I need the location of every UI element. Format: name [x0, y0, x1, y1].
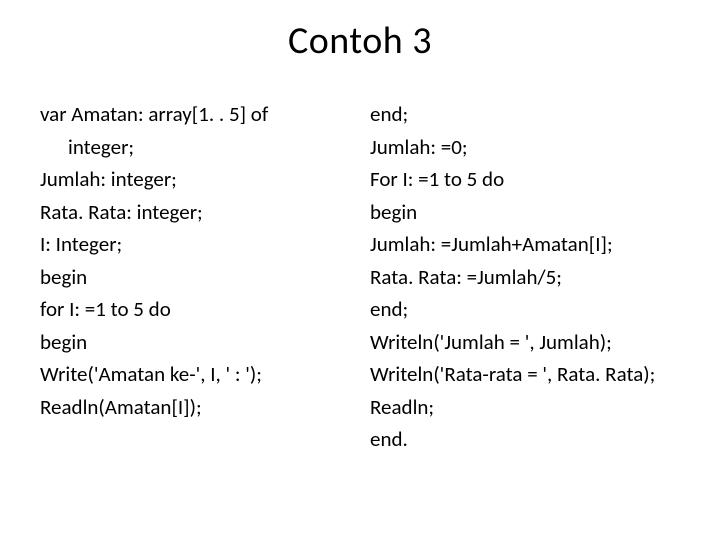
code-line: begin [40, 261, 350, 294]
code-line: begin [370, 196, 680, 229]
code-line: Jumlah: =Jumlah+Amatan[I]; [370, 228, 680, 261]
code-line: Readln(Amatan[I]); [40, 391, 350, 424]
code-line: end; [370, 98, 680, 131]
code-line: integer; [40, 131, 350, 164]
code-line: Readln; [370, 391, 680, 424]
code-line: Writeln('Jumlah = ', Jumlah); [370, 326, 680, 359]
left-column: var Amatan: array[1. . 5] of integer; Ju… [40, 98, 350, 456]
code-line: Jumlah: =0; [370, 131, 680, 164]
slide-title: Contoh 3 [40, 18, 680, 64]
code-line: Jumlah: integer; [40, 163, 350, 196]
code-line: Writeln('Rata-rata = ', Rata. Rata); [370, 358, 680, 391]
code-line: var Amatan: array[1. . 5] of [40, 98, 350, 131]
code-line: for I: =1 to 5 do [40, 293, 350, 326]
code-line: For I: =1 to 5 do [370, 163, 680, 196]
content-columns: var Amatan: array[1. . 5] of integer; Ju… [40, 98, 680, 456]
code-line: Rata. Rata: integer; [40, 196, 350, 229]
right-column: end; Jumlah: =0; For I: =1 to 5 do begin… [370, 98, 680, 456]
code-line: Write('Amatan ke-', I, ' : '); [40, 358, 350, 391]
code-line: end. [370, 423, 680, 456]
slide: Contoh 3 var Amatan: array[1. . 5] of in… [0, 0, 720, 540]
code-line: I: Integer; [40, 228, 350, 261]
code-line: Rata. Rata: =Jumlah/5; [370, 261, 680, 294]
code-line: begin [40, 326, 350, 359]
code-line: end; [370, 293, 680, 326]
